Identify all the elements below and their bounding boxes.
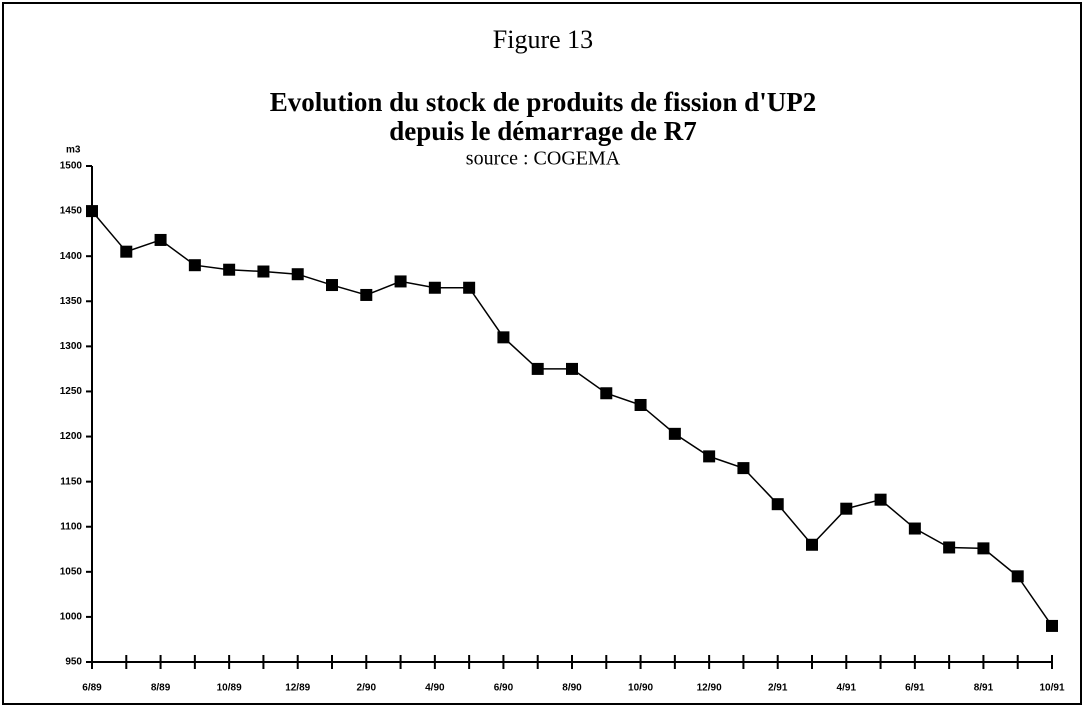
data-point bbox=[120, 245, 133, 258]
y-tick-label: 1200 bbox=[60, 431, 83, 442]
data-point bbox=[497, 331, 510, 344]
data-point bbox=[257, 265, 270, 278]
y-tick-label: 1350 bbox=[60, 296, 83, 307]
x-tick-label: 8/90 bbox=[562, 683, 582, 694]
y-tick-label: 1150 bbox=[60, 476, 82, 487]
figure-label: Figure 13 bbox=[493, 25, 593, 54]
y-tick-label: 1450 bbox=[60, 206, 83, 217]
chart-title: Evolution du stock de produits de fissio… bbox=[270, 87, 816, 117]
y-unit: m3 bbox=[66, 145, 81, 156]
data-point bbox=[840, 502, 853, 515]
y-tick-label: 1050 bbox=[60, 566, 83, 577]
data-point bbox=[668, 427, 681, 440]
data-point bbox=[634, 398, 647, 411]
chart-subtitle: depuis le démarrage de R7 bbox=[389, 116, 696, 146]
x-tick-label: 12/90 bbox=[697, 683, 722, 694]
source: source : COGEMA bbox=[466, 148, 621, 170]
data-point bbox=[977, 542, 990, 555]
x-tick-label: 10/89 bbox=[217, 683, 242, 694]
data-line bbox=[91, 210, 1053, 627]
data-point bbox=[86, 205, 98, 218]
data-point bbox=[703, 450, 716, 463]
y-tick-label: 1400 bbox=[60, 251, 83, 262]
x-tick-label: 10/91 bbox=[1039, 683, 1064, 694]
data-point bbox=[531, 362, 544, 375]
data-point bbox=[326, 279, 338, 292]
data-point bbox=[600, 387, 613, 400]
data-point bbox=[223, 263, 236, 276]
x-tick-label: 12/89 bbox=[285, 683, 310, 694]
x-tick-label: 10/90 bbox=[628, 683, 653, 694]
x-tick-label: 8/89 bbox=[151, 683, 171, 694]
x-tick-label: 6/91 bbox=[905, 683, 925, 694]
data-point bbox=[806, 538, 818, 551]
data-point bbox=[908, 522, 921, 535]
x-tick-label: 6/90 bbox=[494, 683, 514, 694]
data-point bbox=[291, 268, 304, 281]
data-point bbox=[428, 281, 441, 294]
data-point bbox=[463, 281, 476, 294]
data-point bbox=[943, 541, 956, 554]
y-tick-label: 1300 bbox=[60, 341, 83, 352]
data-point bbox=[771, 498, 784, 511]
data-point bbox=[360, 288, 373, 301]
data-point bbox=[1011, 570, 1024, 583]
x-tick-label: 4/91 bbox=[837, 683, 857, 694]
data-point bbox=[394, 275, 407, 288]
data-point bbox=[566, 362, 578, 375]
data-point bbox=[188, 259, 201, 272]
data-point bbox=[737, 462, 750, 475]
y-tick-label: 950 bbox=[65, 657, 82, 668]
x-tick-label: 8/91 bbox=[974, 683, 994, 694]
y-tick-label: 1250 bbox=[60, 386, 83, 397]
data-point bbox=[874, 493, 887, 506]
data-point bbox=[1046, 619, 1058, 632]
x-tick-label: 2/90 bbox=[357, 683, 377, 694]
y-tick-label: 1000 bbox=[60, 612, 83, 623]
x-tick-label: 4/90 bbox=[425, 683, 445, 694]
data-point bbox=[154, 233, 167, 246]
x-tick-label: 6/89 bbox=[82, 683, 102, 694]
y-tick-label: 1500 bbox=[60, 161, 83, 172]
y-tick-label: 1100 bbox=[60, 521, 82, 532]
x-tick-label: 2/91 bbox=[768, 683, 788, 694]
